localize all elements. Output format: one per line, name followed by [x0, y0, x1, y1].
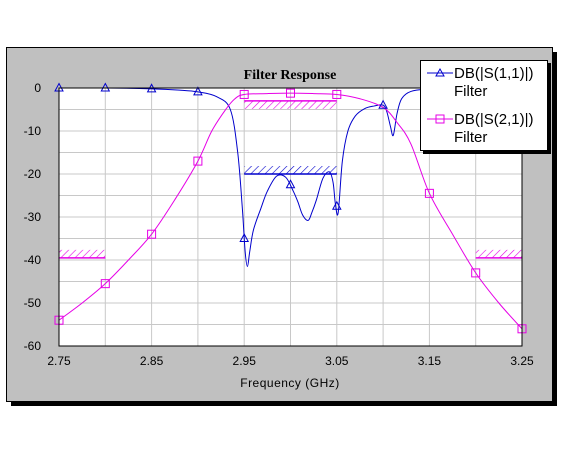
y-tick-label: 0 [34, 81, 41, 95]
y-tick-label: -30 [24, 210, 42, 224]
data-point-s11 [331, 200, 342, 210]
spec-regions [59, 100, 522, 259]
tick-labels: 2.75 2.85 2.95 3.05 3.15 3.25 0 -10 -20 -30 -40 -50… [24, 81, 534, 368]
data-point-s11 [285, 179, 296, 189]
series-line-s11 [59, 88, 522, 267]
legend-entry-s11: DB(|S(1,1)|) Filter [427, 65, 545, 105]
data-point-s21 [286, 88, 295, 98]
legend-sublabel-s11: Filter [454, 83, 488, 100]
legend-sublabel-s21: Filter [454, 129, 488, 146]
data-point-s21 [332, 89, 342, 99]
data-point-s21 [193, 156, 203, 166]
y-tick-label: -40 [24, 253, 42, 267]
spec-region-hatch [244, 100, 337, 109]
chart-title: Filter Response [244, 68, 337, 83]
x-tick-label: 2.85 [140, 354, 164, 368]
data-point-s21 [100, 279, 110, 289]
x-tick-label: 2.95 [233, 354, 257, 368]
legend-entry-s21: DB(|S(2,1)|) Filter [427, 111, 545, 151]
data-point-s21 [239, 89, 249, 99]
y-tick-label: -20 [24, 167, 42, 181]
y-tick-label: -50 [24, 296, 42, 310]
spec-region-hatch [59, 249, 106, 258]
plot-border [58, 87, 523, 347]
data-point-s21 [424, 188, 434, 198]
x-tick-label: 3.25 [510, 354, 534, 368]
x-tick-label: 2.75 [47, 354, 71, 368]
data-point-s11 [378, 99, 388, 109]
data-point-s21 [147, 229, 157, 239]
x-tick-label: 3.15 [418, 354, 442, 368]
x-tick-label: 3.05 [325, 354, 349, 368]
grid [59, 88, 522, 346]
spec-region-hatch [244, 166, 337, 174]
y-tick-label: -10 [24, 124, 42, 138]
legend-label-s11: DB(|S(1,1)|) [454, 65, 534, 82]
spec-region-hatch [475, 249, 522, 258]
legend: DB(|S(1,1)|) Filter DB(|S(2,1)|) Filter [420, 60, 548, 151]
data-point-s21 [471, 268, 481, 278]
legend-triangle-marker-icon [427, 67, 453, 77]
chart-frame-shadow-bottom [11, 402, 557, 406]
data-point-s11 [193, 86, 203, 96]
x-axis-label: Frequency (GHz) [240, 376, 340, 390]
legend-label-s21: DB(|S(2,1)|) [454, 111, 534, 128]
chart-frame-shadow-right [553, 52, 557, 406]
data-point-s11 [239, 232, 250, 242]
y-tick-label: -60 [24, 339, 42, 353]
data-point-s11 [100, 82, 111, 92]
legend-square-marker-icon [427, 114, 453, 124]
